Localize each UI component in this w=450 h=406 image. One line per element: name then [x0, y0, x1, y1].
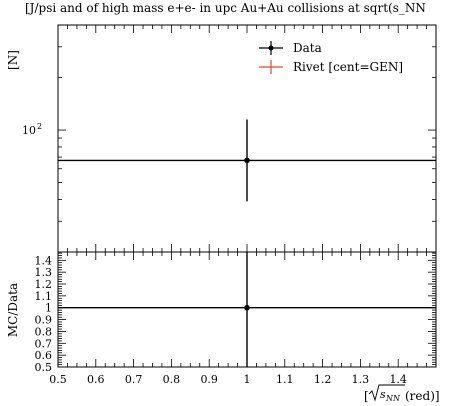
ratio-y-tick-label: 0.8 — [35, 325, 53, 338]
ratio-y-tick-label: 1.2 — [35, 278, 53, 291]
ratio-y-tick-label: 1.1 — [35, 290, 53, 303]
chart-title: [J/psi and of high mass e+e- in upc Au+A… — [25, 1, 426, 15]
legend: Data Rivet [cent=GEN] — [259, 41, 403, 74]
x-axis-label-nn: NN — [385, 394, 401, 403]
y-axis-label-main: [N] — [6, 50, 20, 70]
legend-label-data: Data — [293, 41, 322, 55]
sqrt-symbol-icon — [368, 384, 405, 402]
x-axis-label-open: [ — [364, 389, 369, 403]
main-y-tick-label: 10 — [22, 124, 36, 137]
y-axis-label-ratio: MC/Data — [6, 283, 20, 337]
ratio-y-tick-label: 1.3 — [35, 266, 53, 279]
x-tick-label: 1 — [244, 373, 251, 386]
ratio-point — [244, 304, 250, 311]
legend-label-rivet: Rivet [cent=GEN] — [293, 60, 403, 74]
x-tick-label: 0.5 — [49, 373, 67, 386]
main-y-tick-exponent: 2 — [37, 122, 42, 131]
ratio-plot-panel: 0.5 0.6 0.7 0.8 0.9 1 1.1 1.2 1.3 1.40.50.60.70.8… — [35, 251, 437, 386]
x-tick-label: 1.3 — [352, 373, 370, 386]
x-tick-label: 1.2 — [314, 373, 332, 386]
x-axis-label-s: s — [380, 388, 386, 401]
x-tick-label: 0.8 — [163, 373, 181, 386]
x-tick-label: 0.7 — [125, 373, 143, 386]
x-tick-label: 1.4 — [389, 373, 407, 386]
data-point — [244, 157, 250, 164]
ratio-y-tick-label: 0.5 — [35, 361, 53, 374]
ratio-y-tick-label: 0.7 — [35, 337, 53, 350]
x-axis-label: [ s NN (red)] — [364, 384, 440, 403]
ratio-y-tick-label: 1.4 — [35, 254, 53, 267]
x-axis-label-red: (red)] — [405, 389, 440, 403]
ratio-y-tick-label: 1 — [45, 302, 52, 315]
x-tick-label: 0.9 — [200, 373, 218, 386]
legend-data-marker — [268, 45, 274, 51]
x-tick-label: 1.1 — [276, 373, 294, 386]
ratio-y-tick-label: 0.6 — [35, 349, 53, 362]
ratio-y-tick-label: 0.9 — [35, 314, 53, 327]
x-tick-label: 0.6 — [87, 373, 105, 386]
